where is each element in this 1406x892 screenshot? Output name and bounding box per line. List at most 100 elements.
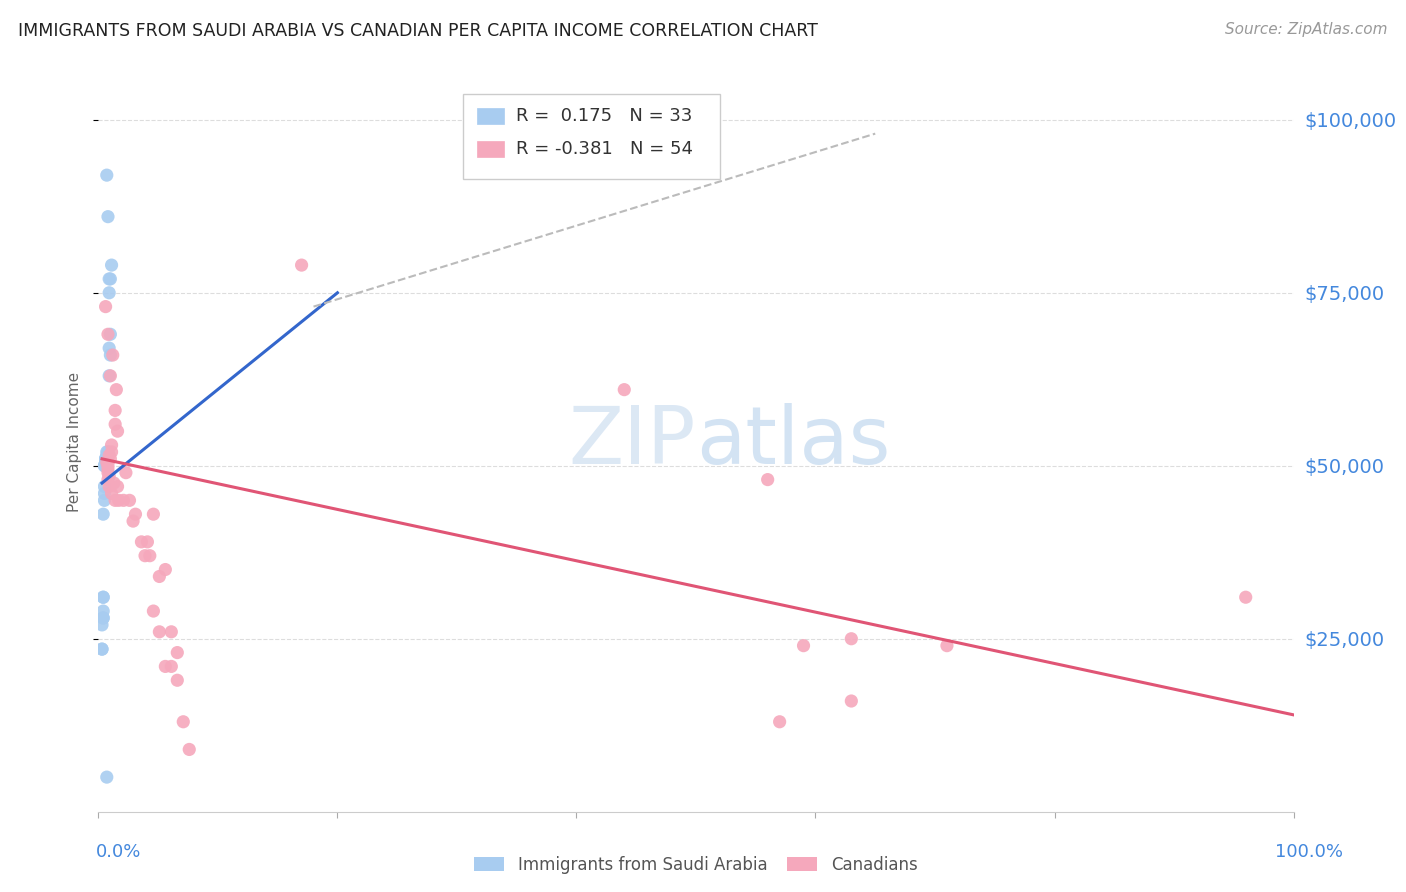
- Point: [93, 479, 115, 493]
- Point: [91, 611, 114, 625]
- Point: [93, 458, 115, 473]
- Point: [112, 493, 135, 508]
- Point: [96, 449, 118, 463]
- Point: [97, 462, 120, 476]
- Text: IMMIGRANTS FROM SAUDI ARABIA VS CANADIAN PER CAPITA INCOME CORRELATION CHART: IMMIGRANTS FROM SAUDI ARABIA VS CANADIAN…: [18, 22, 818, 40]
- Point: [148, 569, 170, 583]
- Point: [841, 632, 863, 646]
- Point: [98, 285, 121, 300]
- Y-axis label: Per Capita Income: Per Capita Income: [67, 371, 83, 512]
- Point: [100, 438, 122, 452]
- Point: [94, 451, 117, 466]
- Text: Source: ZipAtlas.com: Source: ZipAtlas.com: [1225, 22, 1388, 37]
- Point: [91, 507, 114, 521]
- Point: [91, 604, 114, 618]
- Point: [291, 258, 314, 272]
- Point: [98, 272, 121, 286]
- Point: [96, 770, 118, 784]
- Point: [148, 624, 170, 639]
- Point: [97, 445, 120, 459]
- Point: [1234, 591, 1257, 605]
- Point: [134, 549, 156, 563]
- Point: [98, 341, 121, 355]
- Point: [94, 451, 117, 466]
- Point: [98, 348, 122, 362]
- Point: [93, 486, 115, 500]
- Point: [103, 476, 125, 491]
- Point: [841, 694, 863, 708]
- Text: R =  0.175   N = 33: R = 0.175 N = 33: [516, 107, 692, 125]
- Point: [97, 458, 120, 473]
- Point: [142, 507, 165, 521]
- Point: [104, 403, 127, 417]
- Point: [97, 473, 120, 487]
- Point: [98, 479, 121, 493]
- Point: [122, 514, 145, 528]
- Text: 0.0%: 0.0%: [96, 843, 141, 861]
- Point: [104, 417, 127, 432]
- Text: 100.0%: 100.0%: [1275, 843, 1343, 861]
- Point: [96, 451, 118, 466]
- Point: [179, 742, 201, 756]
- Point: [97, 466, 120, 480]
- Point: [104, 493, 127, 508]
- Point: [96, 455, 118, 469]
- Point: [98, 272, 122, 286]
- Point: [91, 618, 114, 632]
- Point: [936, 639, 959, 653]
- Point: [94, 300, 117, 314]
- Point: [613, 383, 636, 397]
- Point: [136, 534, 159, 549]
- Point: [98, 368, 122, 383]
- Point: [96, 168, 118, 182]
- Point: [155, 563, 177, 577]
- Point: [98, 469, 121, 483]
- Point: [91, 591, 114, 605]
- Point: [155, 659, 177, 673]
- Point: [107, 424, 129, 438]
- Text: R = -0.381   N = 54: R = -0.381 N = 54: [516, 140, 693, 158]
- Point: [91, 642, 114, 657]
- Point: [166, 673, 188, 688]
- Point: [97, 327, 120, 342]
- Point: [160, 624, 183, 639]
- Point: [131, 534, 153, 549]
- FancyBboxPatch shape: [463, 94, 720, 178]
- Point: [96, 445, 118, 459]
- Point: [98, 451, 122, 466]
- Point: [142, 604, 165, 618]
- Point: [101, 348, 124, 362]
- Point: [91, 611, 114, 625]
- Point: [105, 383, 128, 397]
- Point: [91, 591, 114, 605]
- Point: [793, 639, 815, 653]
- Point: [115, 466, 138, 480]
- Point: [94, 455, 117, 469]
- Text: ZIP: ZIP: [568, 402, 696, 481]
- Point: [98, 449, 121, 463]
- Point: [93, 493, 115, 508]
- Legend: Immigrants from Saudi Arabia, Canadians: Immigrants from Saudi Arabia, Canadians: [474, 855, 918, 874]
- FancyBboxPatch shape: [477, 141, 503, 157]
- Point: [100, 445, 122, 459]
- Point: [756, 473, 779, 487]
- Text: atlas: atlas: [696, 402, 890, 481]
- Point: [100, 258, 122, 272]
- Point: [172, 714, 194, 729]
- Point: [768, 714, 790, 729]
- Point: [166, 646, 188, 660]
- Point: [93, 458, 115, 473]
- FancyBboxPatch shape: [477, 108, 503, 124]
- Point: [139, 549, 162, 563]
- Point: [160, 659, 183, 673]
- Point: [98, 327, 122, 342]
- Point: [107, 493, 129, 508]
- Point: [124, 507, 146, 521]
- Point: [100, 486, 122, 500]
- Point: [94, 451, 117, 466]
- Point: [91, 642, 114, 657]
- Point: [97, 210, 120, 224]
- Point: [107, 479, 129, 493]
- Point: [98, 368, 121, 383]
- Point: [118, 493, 141, 508]
